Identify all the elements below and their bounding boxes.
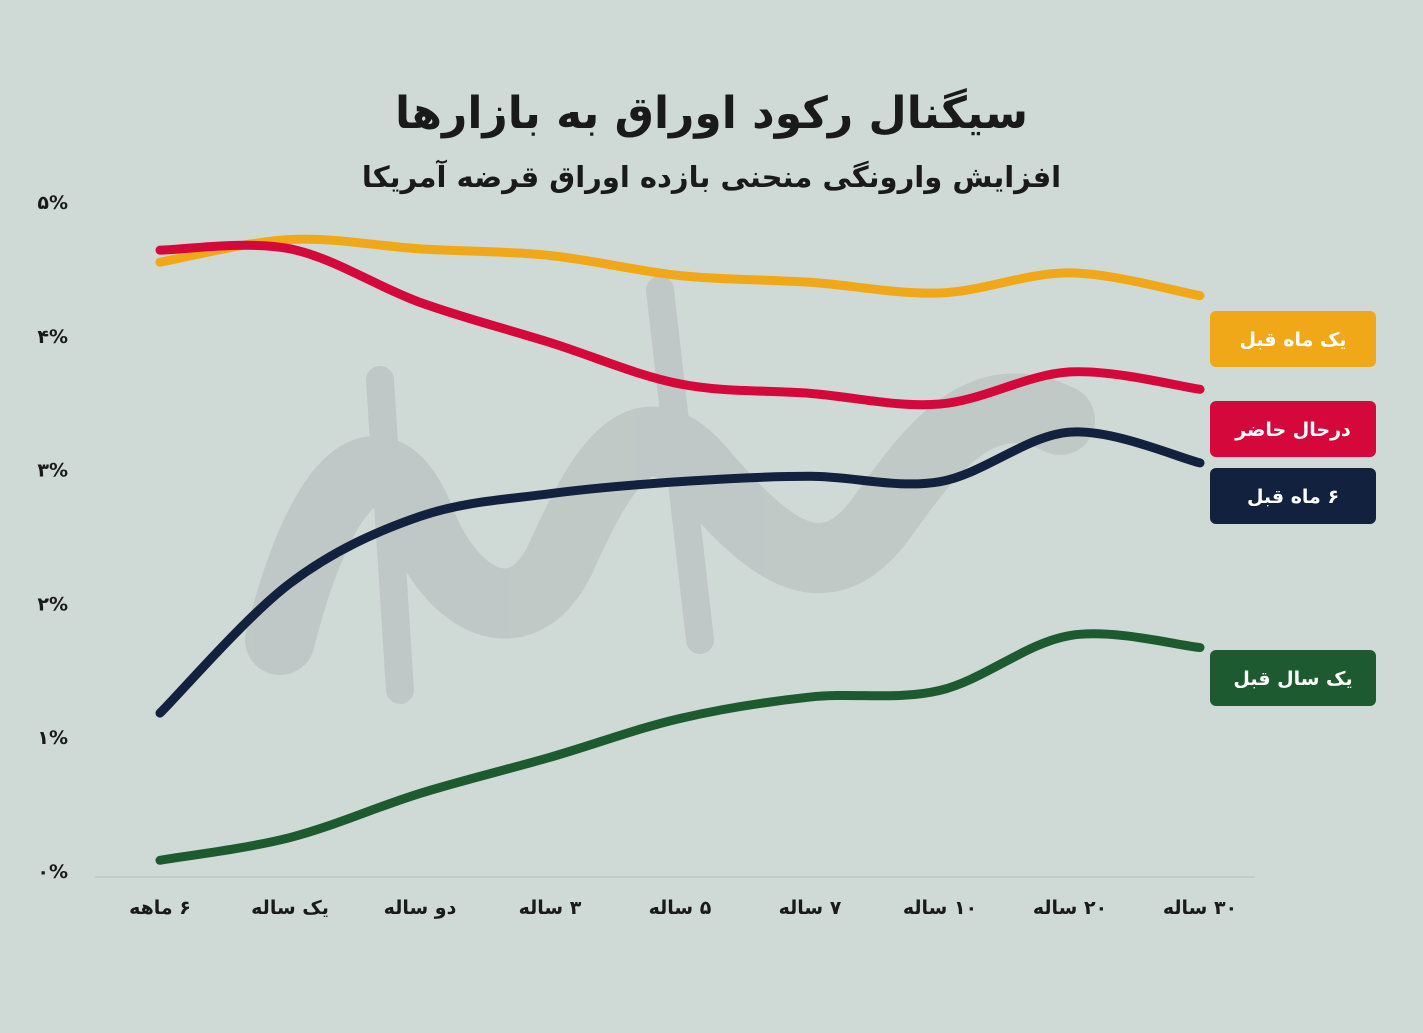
line-current bbox=[155, 240, 1205, 410]
y-tick-label: ۴% bbox=[37, 326, 68, 348]
y-tick-label: ۲% bbox=[37, 593, 68, 615]
y-tick-label: ۵% bbox=[37, 192, 68, 214]
legend-label: ۶ ماه قبل bbox=[1247, 486, 1339, 508]
chart-subtitle: افزایش وارونگی منحنی بازده اوراق قرضه آم… bbox=[361, 160, 1062, 194]
line-six-months-ago bbox=[155, 427, 1205, 718]
legend-label: درحال حاضر bbox=[1234, 419, 1351, 441]
legend-label: یک سال قبل bbox=[1233, 668, 1352, 690]
y-tick-label: ۱% bbox=[37, 727, 68, 749]
x-tick-label: ۳ ساله bbox=[519, 897, 582, 919]
x-tick-label: ۷ ساله bbox=[779, 897, 842, 919]
legend-current: درحال حاضر bbox=[1210, 401, 1376, 457]
x-tick-label: ۳۰ ساله bbox=[1163, 897, 1237, 919]
legend-one-month-ago: یک ماه قبل bbox=[1210, 311, 1376, 367]
legend-swatch bbox=[1210, 401, 1376, 457]
legend-swatch bbox=[1210, 311, 1376, 367]
line-one-month-ago bbox=[155, 234, 1205, 301]
legend-one-year-ago: یک سال قبل bbox=[1210, 650, 1376, 706]
x-tick-label: ۶ ماهه bbox=[129, 897, 191, 919]
line-one-year-ago bbox=[155, 629, 1205, 865]
x-tick-label: دو ساله bbox=[384, 897, 457, 919]
x-tick-label: ۱۰ ساله bbox=[903, 897, 977, 919]
x-tick-label: یک ساله bbox=[251, 897, 329, 919]
y-tick-label: ۳% bbox=[37, 460, 68, 482]
chart-title: سیگنال رکود اوراق به بازارها bbox=[394, 88, 1029, 139]
legend-swatch bbox=[1210, 468, 1376, 524]
x-tick-label: ۵ ساله bbox=[649, 897, 712, 919]
y-tick-label: ۰% bbox=[37, 861, 68, 883]
legend-label: یک ماه قبل bbox=[1239, 329, 1346, 351]
x-tick-label: ۲۰ ساله bbox=[1033, 897, 1107, 919]
legend-swatch bbox=[1210, 650, 1376, 706]
watermark-logo bbox=[245, 276, 1095, 704]
legend-six-months-ago: ۶ ماه قبل bbox=[1210, 468, 1376, 524]
